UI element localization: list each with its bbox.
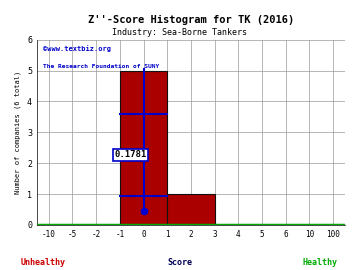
Text: Unhealthy: Unhealthy xyxy=(21,258,66,267)
Text: Healthy: Healthy xyxy=(303,258,338,267)
Text: The Research Foundation of SUNY: The Research Foundation of SUNY xyxy=(43,64,159,69)
Title: Z''-Score Histogram for TK (2016): Z''-Score Histogram for TK (2016) xyxy=(88,15,294,25)
Bar xyxy=(167,194,215,225)
Bar xyxy=(120,70,167,225)
Text: Score: Score xyxy=(167,258,193,267)
Text: 0.1781: 0.1781 xyxy=(114,150,147,159)
Y-axis label: Number of companies (6 total): Number of companies (6 total) xyxy=(15,71,22,194)
Text: Industry: Sea-Borne Tankers: Industry: Sea-Borne Tankers xyxy=(112,28,248,37)
Text: ©www.textbiz.org: ©www.textbiz.org xyxy=(43,45,111,52)
